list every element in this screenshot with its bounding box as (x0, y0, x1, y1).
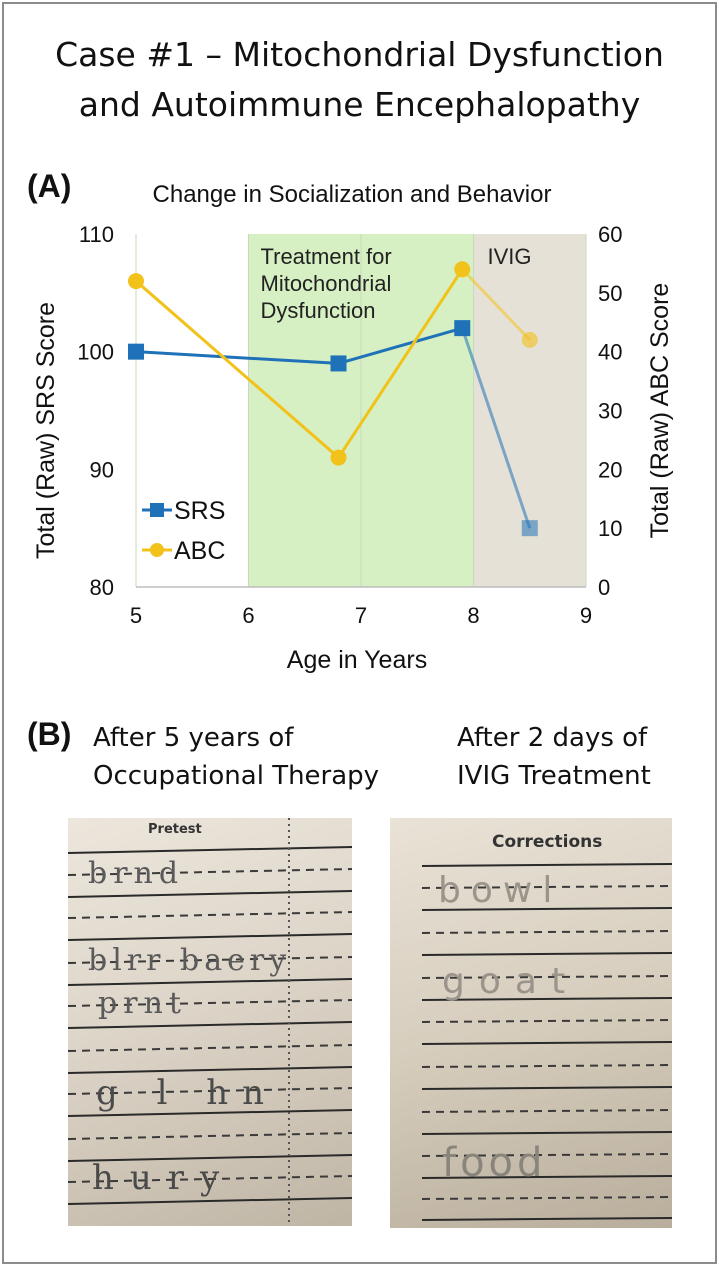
x-axis-label: Age in Years (287, 646, 427, 674)
legend-srs-marker (150, 503, 164, 517)
handwriting-word-2: blrr baery (88, 943, 292, 978)
x-tick-label: 5 (130, 603, 142, 628)
srs-point (521, 520, 538, 537)
y-right-tick-label: 10 (598, 516, 622, 541)
srs-line-segment (135, 350, 339, 365)
x-tick-label: 7 (355, 603, 367, 628)
y-left-tick-label: 80 (90, 575, 114, 600)
y-right-tick-label: 30 (598, 399, 622, 424)
right-caption-line-1: After 2 days of (457, 723, 648, 753)
abc-line-segment (461, 268, 531, 341)
handwriting-word-5: hury (92, 1158, 236, 1198)
corrections-worksheet-lines (421, 863, 672, 1221)
y-left-tick-label: 100 (77, 340, 114, 365)
x-tick-label: 9 (580, 603, 592, 628)
y-right-tick-label: 20 (598, 457, 622, 482)
handwriting-word-1: brnd (88, 856, 185, 891)
abc-point (128, 273, 144, 290)
legend-abc-marker (150, 543, 164, 557)
y-left-axis-label: Total (Raw) SRS Score (32, 302, 60, 559)
srs-point (330, 355, 347, 372)
title-line-1: Case #1 – Mitochondrial Dysfunction (55, 35, 664, 74)
handwriting-word-goat: goat (442, 961, 580, 1002)
y-right-tick-label: 40 (598, 340, 622, 365)
region-label-1-line-1: Treatment for (261, 244, 392, 269)
title-line-2: and Autoimmune Encephalopathy (78, 85, 641, 124)
y-right-tick-label: 60 (598, 222, 622, 247)
srs-line-segment (460, 327, 532, 529)
handwriting-word-4: g l hn (96, 1073, 279, 1113)
abc-point (330, 449, 347, 466)
srs-point (454, 320, 471, 337)
srs-line-segment (338, 326, 463, 365)
y-right-tick-label: 0 (598, 575, 610, 600)
y-right-tick-label: 50 (598, 281, 622, 306)
left-caption-line-2: Occupational Therapy (93, 761, 380, 791)
x-tick-label: 8 (467, 603, 479, 628)
handwriting-word-bowl: bowl (438, 870, 563, 911)
left-caption: After 5 years of Occupational Therapy (93, 719, 379, 795)
abc-line-segment (135, 279, 340, 459)
pretest-header: Pretest (148, 822, 202, 837)
x-tick-label: 6 (242, 603, 254, 628)
legend-abc-label: ABC (174, 537, 225, 565)
pretest-worksheet-lines (68, 818, 352, 1226)
y-right-axis-label: Total (Raw) ABC Score (646, 283, 674, 539)
legend-srs-label: SRS (174, 497, 225, 525)
figure-title: Case #1 – Mitochondrial Dysfunction and … (0, 30, 719, 130)
left-caption-line-1: After 5 years of (93, 723, 294, 753)
abc-point (454, 261, 471, 278)
abc-point (521, 331, 538, 348)
corrections-header: Corrections (492, 832, 603, 852)
region-label-1-line-2: Mitochondrial (261, 271, 392, 296)
pretest-handwriting-photo: Pretest brnd blrr baery prnt g l hn hury (68, 818, 352, 1226)
right-caption-line-2: IVIG Treatment (457, 761, 651, 791)
abc-line-segment (337, 268, 464, 459)
handwriting-word-food: food (442, 1140, 547, 1186)
corrections-handwriting-photo: Corrections bowl goat food (390, 818, 672, 1228)
region-label-1-line-3: Dysfunction (261, 298, 376, 323)
srs-point (128, 343, 144, 360)
panel-b-label: (B) (27, 716, 72, 752)
panel-a-label: (A) (27, 168, 72, 204)
y-left-tick-label: 90 (90, 457, 114, 482)
right-caption: After 2 days of IVIG Treatment (457, 719, 651, 795)
region-label-2-line-1: IVIG (488, 244, 532, 269)
handwriting-word-3: prnt (98, 986, 187, 1021)
y-left-tick-label: 110 (79, 222, 114, 247)
chart-title: Change in Socialization and Behavior (153, 181, 552, 208)
